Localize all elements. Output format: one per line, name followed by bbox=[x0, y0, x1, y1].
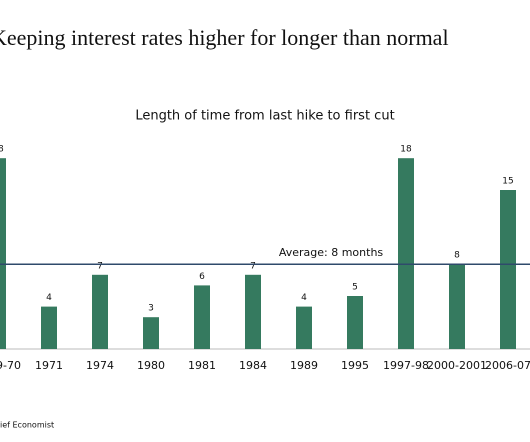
value-label: 4 bbox=[301, 293, 307, 303]
x-tick-label: 1989 bbox=[290, 359, 318, 372]
bar bbox=[92, 274, 108, 349]
x-tick-label: 2006-07 bbox=[485, 359, 530, 372]
value-label: 7 bbox=[97, 261, 103, 271]
value-label: 5 bbox=[352, 283, 358, 293]
value-label: 18 bbox=[400, 145, 412, 155]
value-label: 18 bbox=[0, 145, 4, 155]
x-tick-label: 1980 bbox=[137, 359, 165, 372]
bar bbox=[449, 264, 465, 349]
value-label: 8 bbox=[454, 251, 460, 261]
x-tick-label: 1974 bbox=[86, 359, 114, 372]
value-label: 6 bbox=[199, 272, 205, 282]
chart-title: Keeping interest rates higher for longer… bbox=[0, 25, 449, 50]
bar bbox=[296, 306, 312, 349]
bar bbox=[194, 285, 210, 349]
x-tick-label: 1981 bbox=[188, 359, 216, 372]
x-tick-label: 2000-2001 bbox=[427, 359, 487, 372]
value-label: 7 bbox=[250, 261, 256, 271]
bar bbox=[500, 190, 516, 349]
x-tick-label: 1984 bbox=[239, 359, 267, 372]
x-tick-label: 1971 bbox=[35, 359, 63, 372]
value-label: 15 bbox=[502, 177, 513, 187]
chart-subtitle: Length of time from last hike to first c… bbox=[135, 109, 394, 124]
average-label: Average: 8 months bbox=[279, 246, 384, 259]
bar bbox=[245, 274, 261, 349]
source: ief Economist bbox=[0, 421, 54, 430]
value-label: 4 bbox=[46, 293, 52, 303]
bar bbox=[347, 296, 363, 349]
bar bbox=[398, 158, 414, 349]
x-tick-label: 1995 bbox=[341, 359, 369, 372]
bar bbox=[143, 317, 159, 349]
x-tick-label: 1969-70 bbox=[0, 359, 21, 372]
bar bbox=[41, 306, 57, 349]
value-label: 3 bbox=[148, 304, 154, 314]
bar bbox=[0, 158, 6, 349]
x-tick-label: 1997-98 bbox=[383, 359, 429, 372]
